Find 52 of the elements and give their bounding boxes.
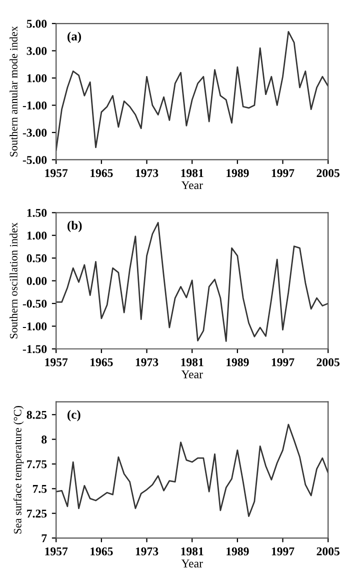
line-series bbox=[56, 31, 328, 151]
x-tick-label: 2005 bbox=[316, 169, 340, 178]
y-tick-label: -1.00 bbox=[22, 322, 47, 330]
y-axis-title: Sea surface temperature (°C) bbox=[13, 406, 24, 534]
x-tick-label: 1997 bbox=[272, 169, 294, 178]
y-tick-label: 1.50 bbox=[27, 208, 47, 217]
x-axis-title: Year bbox=[181, 181, 203, 190]
y-axis-title: Southern oscillation index bbox=[10, 222, 18, 338]
x-axis-title: Year bbox=[181, 560, 203, 568]
y-tick-label: 7 bbox=[42, 534, 47, 542]
y-tick-label: -3.00 bbox=[22, 128, 47, 137]
x-tick-label: 1989 bbox=[226, 547, 249, 556]
x-tick-label: 1989 bbox=[226, 358, 249, 366]
x-tick-label: 1965 bbox=[90, 169, 113, 178]
x-tick-label: 1965 bbox=[90, 547, 113, 556]
y-tick-label: -1.00 bbox=[22, 101, 47, 110]
x-tick-label: 1973 bbox=[136, 547, 158, 556]
y-tick-label: 7.75 bbox=[27, 460, 47, 468]
x-tick-label: 1957 bbox=[45, 169, 68, 178]
line-series bbox=[56, 424, 328, 517]
x-tick-label: 2005 bbox=[316, 547, 340, 556]
y-tick-label: 1.00 bbox=[27, 232, 47, 240]
y-tick-label: 0.50 bbox=[26, 254, 47, 262]
y-tick-label: 1.00 bbox=[27, 74, 47, 82]
y-tick-label: 8.25 bbox=[26, 410, 47, 419]
y-tick-label: 3.00 bbox=[26, 47, 47, 56]
x-tick-label: 1997 bbox=[272, 358, 294, 366]
x-tick-label: 1965 bbox=[90, 358, 113, 366]
x-tick-label: 1997 bbox=[272, 547, 294, 556]
y-tick-label: -5.00 bbox=[22, 156, 47, 164]
annotation: (a) bbox=[68, 32, 82, 44]
x-axis-title: Year bbox=[181, 370, 203, 378]
x-tick-label: 1973 bbox=[136, 169, 158, 178]
x-tick-label: 1957 bbox=[45, 358, 68, 366]
y-tick-label: -0.50 bbox=[22, 300, 47, 308]
y-tick-label: 0.00 bbox=[26, 277, 47, 286]
annotation: (c) bbox=[68, 410, 80, 422]
x-tick-label: 1973 bbox=[136, 358, 158, 366]
x-tick-label: 1981 bbox=[181, 358, 204, 366]
x-tick-label: 1989 bbox=[226, 169, 249, 178]
y-axis-title: Southern annular mode index bbox=[10, 26, 18, 156]
annotation: (b) bbox=[68, 220, 82, 232]
y-tick-label: 7.5 bbox=[32, 485, 47, 493]
line-series bbox=[56, 222, 328, 342]
y-tick-label: 8 bbox=[42, 436, 47, 444]
x-tick-label: 1981 bbox=[181, 547, 204, 556]
x-tick-label: 1957 bbox=[45, 547, 68, 556]
x-tick-label: 1981 bbox=[181, 169, 204, 178]
x-tick-label: 2005 bbox=[316, 358, 340, 366]
y-tick-label: -1.50 bbox=[22, 345, 47, 354]
y-tick-label: 7.25 bbox=[27, 510, 47, 518]
y-tick-label: 5.00 bbox=[26, 20, 47, 28]
